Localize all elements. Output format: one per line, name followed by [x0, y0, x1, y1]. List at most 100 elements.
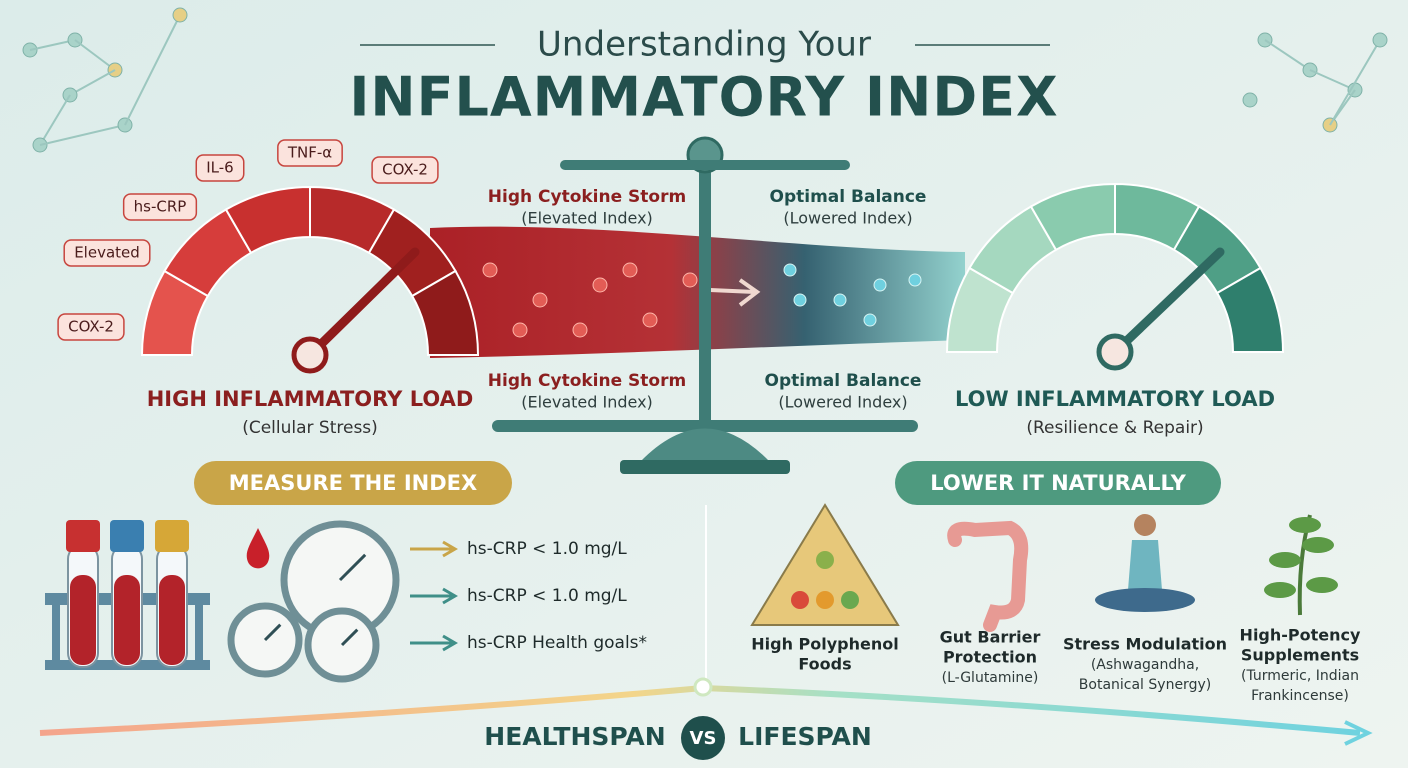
lower-item-detail: Frankincense): [1251, 688, 1349, 704]
blood-drop: [246, 528, 270, 569]
label-pill: [195, 154, 245, 182]
scale-pole: [699, 150, 711, 470]
label-text: IL-6: [206, 159, 233, 177]
label-text: TNF-α: [287, 144, 332, 162]
lower-item-title: High-Potency: [1240, 626, 1361, 645]
molecule: [873, 278, 887, 292]
footer-left: HEALTHSPAN: [484, 722, 665, 751]
balance-title: Optimal Balance: [770, 187, 927, 207]
molecule-bond: [74, 39, 116, 71]
label-pill: [371, 156, 439, 184]
molecule-atom: [1242, 92, 1258, 108]
scale-foot: [620, 460, 790, 474]
intestine: [947, 520, 1029, 632]
balance-title: Optimal Balance: [765, 371, 922, 391]
leaf: [1302, 537, 1334, 553]
gauge-label: Elevated: [63, 239, 151, 267]
gauge-label: COX-2: [371, 156, 439, 184]
gauge-label: TNF-α: [277, 139, 343, 167]
leaf: [1306, 577, 1338, 593]
label-pill: [63, 239, 151, 267]
lower-item-title: Supplements: [1241, 646, 1359, 665]
tube-cap: [110, 520, 144, 552]
lower-item-detail: (Turmeric, Indian: [1241, 668, 1359, 684]
dial-needle: [340, 628, 359, 647]
dial-needle: [338, 553, 367, 582]
label-text: COX-2: [68, 318, 114, 336]
lower-item-title: High Polyphenol: [751, 635, 898, 654]
food: [816, 551, 834, 569]
section-heading: MEASURE THE INDEX: [229, 471, 477, 495]
load-title: HIGH INFLAMMATORY LOAD: [147, 387, 474, 411]
meditator-body: [1128, 540, 1162, 590]
balance-subtitle: (Elevated Index): [521, 393, 653, 412]
lower-item-title: Gut Barrier: [940, 628, 1041, 647]
measure-item: hs-CRP < 1.0 mg/L: [467, 586, 627, 606]
label-pill: [57, 313, 125, 341]
title-main: INFLAMMATORY INDEX: [349, 66, 1058, 129]
molecule-atom: [172, 7, 188, 23]
molecule-atom: [1372, 32, 1388, 48]
label-text: COX-2: [382, 161, 428, 179]
bullet-arrow: [410, 634, 458, 652]
rack: [195, 600, 203, 670]
section-pill: [194, 461, 512, 505]
meditator-legs: [1095, 588, 1195, 612]
molecule-bond: [124, 14, 181, 126]
footer-right: LIFESPAN: [738, 722, 872, 751]
timeline-arrow: [1344, 720, 1373, 746]
cytokine: [622, 262, 638, 278]
leaf: [1289, 517, 1321, 533]
gauge-needle: [1110, 247, 1225, 357]
lower-item-detail: (Ashwagandha,: [1091, 657, 1199, 673]
scale-beam: [560, 160, 850, 170]
molecule-bond: [39, 94, 71, 146]
load-subtitle: (Resilience & Repair): [1026, 418, 1203, 438]
footer-vs: VS: [690, 728, 717, 749]
bullet-arrow: [410, 587, 458, 605]
molecule: [793, 293, 807, 307]
molecule: [863, 313, 877, 327]
molecule: [908, 273, 922, 287]
measure-item: hs-CRP < 1.0 mg/L: [467, 539, 627, 559]
tube-cap: [66, 520, 100, 552]
molecule-bond: [29, 39, 76, 51]
gauge-hub: [291, 336, 329, 374]
cytokine: [592, 277, 608, 293]
cytokine: [572, 322, 588, 338]
gauge-segment: [1215, 266, 1285, 353]
meditator-head: [1134, 514, 1156, 536]
lower-item-title: Foods: [798, 655, 851, 674]
gauge-label: IL-6: [195, 154, 245, 182]
lower-item-detail: (L-Glutamine): [942, 670, 1039, 686]
molecule-bond: [1264, 39, 1311, 71]
title-top: Understanding Your: [537, 25, 871, 65]
section-heading: LOWER IT NATURALLY: [930, 471, 1186, 495]
scale-base: [640, 428, 770, 462]
balance-title: High Cytokine Storm: [488, 371, 686, 391]
molecule: [833, 293, 847, 307]
food: [841, 591, 859, 609]
gauge-label: hs-CRP: [122, 193, 198, 221]
blood: [114, 575, 140, 665]
leaf: [1269, 552, 1301, 568]
blood: [159, 575, 185, 665]
blood: [70, 575, 96, 665]
dial-needle: [263, 623, 282, 642]
gauge-hub: [1096, 333, 1134, 371]
balance-title: High Cytokine Storm: [488, 187, 686, 207]
lower-item-title: Stress Modulation: [1063, 635, 1227, 654]
leaf: [1264, 582, 1296, 598]
lower-item-detail: Botanical Synergy): [1079, 677, 1211, 693]
gauge-needle: [305, 247, 420, 360]
load-title: LOW INFLAMMATORY LOAD: [955, 387, 1275, 411]
gauge-label: COX-2: [57, 313, 125, 341]
molecule-bond: [69, 69, 116, 96]
blood-vessel: [430, 226, 965, 358]
scale-pan: [492, 420, 918, 432]
molecule-bond: [39, 124, 126, 146]
label-text: hs-CRP: [134, 198, 187, 216]
bullet-arrow: [410, 540, 458, 558]
